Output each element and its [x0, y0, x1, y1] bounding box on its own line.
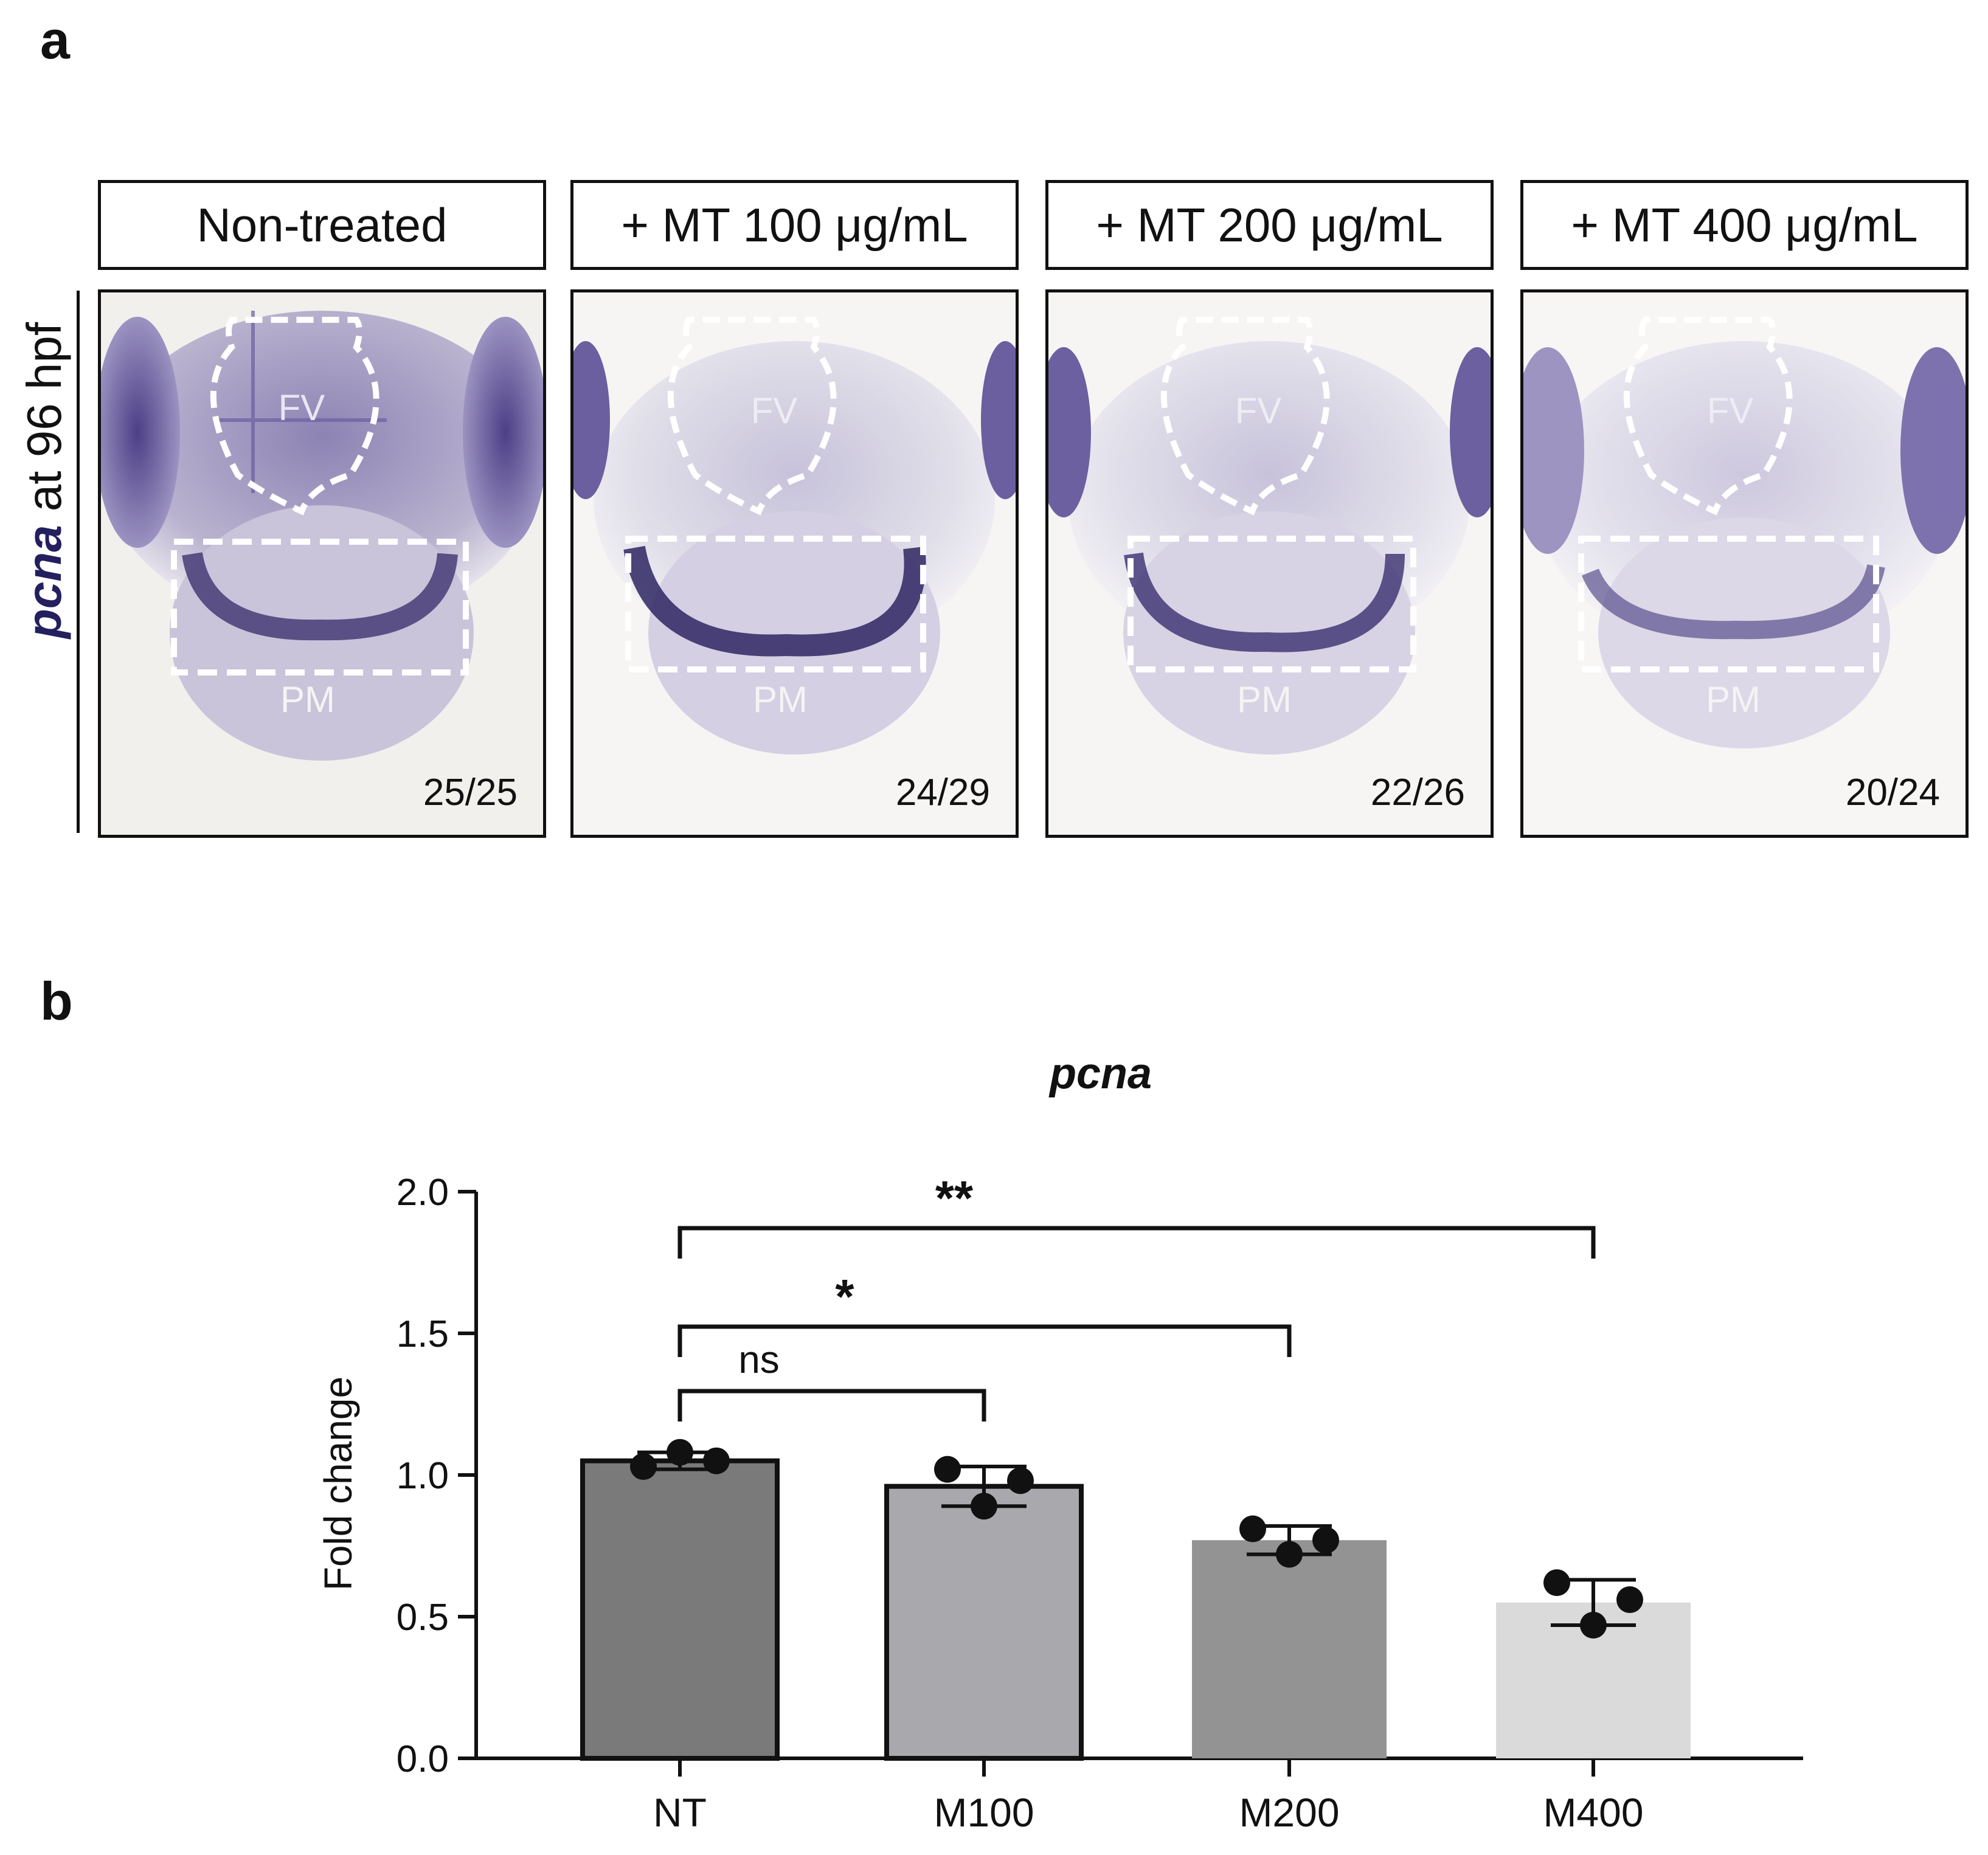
panel-b-letter: b — [40, 971, 73, 1031]
micrograph-mt-200: FV PM 22/26 — [1045, 289, 1494, 838]
column-header-text: + MT 200 μg/mL — [1096, 198, 1443, 252]
data-point — [1276, 1541, 1303, 1568]
chart-marks — [630, 1439, 1643, 1639]
region-label-fv: FV — [1235, 390, 1282, 431]
data-point — [971, 1493, 997, 1520]
region-label-pm: PM — [280, 679, 335, 720]
micrograph-non-treated: FV PM 25/25 — [98, 289, 546, 838]
row-label: pcna at 96 hpf — [11, 207, 78, 754]
bar-nt — [580, 1458, 780, 1761]
column-header-text: + MT 400 μg/mL — [1571, 198, 1918, 252]
region-label-fv: FV — [279, 387, 325, 428]
embryo-count: 25/25 — [423, 772, 518, 814]
data-point — [1543, 1569, 1570, 1597]
region-label-pm: PM — [1706, 679, 1761, 720]
significance-label: * — [835, 1269, 854, 1324]
column-header-text: Non-treated — [196, 198, 448, 252]
significance-bracket — [677, 1226, 1596, 1259]
embryo-count: 24/29 — [895, 772, 990, 814]
column-header-non-treated: Non-treated — [98, 180, 546, 270]
bar-m200 — [1192, 1540, 1387, 1758]
significance-label: ** — [935, 1171, 974, 1225]
row-label-gene: pcna — [17, 525, 71, 639]
significance-bracket — [677, 1389, 986, 1421]
micrograph-mt-100: FV PM 24/29 — [570, 289, 1019, 838]
chart-bars — [580, 1458, 1691, 1761]
y-axis-label: Fold change — [316, 1377, 360, 1591]
data-point — [1580, 1611, 1607, 1639]
column-header-mt-200: + MT 200 μg/mL — [1045, 180, 1494, 270]
data-point — [1239, 1515, 1266, 1542]
x-tick-label: NT — [653, 1790, 707, 1835]
pcna-bar-chart: pcna Fold change 0.0 0.5 1.0 1.5 2.0 NT M100 M2… — [316, 1049, 1803, 1835]
panel-a-letter: a — [40, 10, 70, 70]
row-label-divider — [77, 291, 80, 833]
row-label-suffix: at 96 hpf — [17, 322, 71, 525]
data-point — [1007, 1467, 1034, 1494]
bar-m100 — [884, 1484, 1084, 1761]
y-tick-label: 0.5 — [397, 1597, 449, 1639]
data-point — [934, 1456, 961, 1483]
region-label-pm: PM — [753, 679, 808, 720]
data-point — [703, 1447, 730, 1474]
column-header-mt-400: + MT 400 μg/mL — [1520, 180, 1969, 270]
x-tick-label: M200 — [1239, 1790, 1339, 1835]
data-point — [1312, 1527, 1339, 1554]
data-point — [667, 1439, 693, 1466]
significance-bracket — [677, 1324, 1292, 1357]
embryo-count: 22/26 — [1370, 772, 1465, 814]
y-tick-label: 1.0 — [397, 1455, 449, 1497]
region-label-fv: FV — [751, 390, 798, 431]
region-label-fv: FV — [1707, 390, 1754, 431]
data-point — [630, 1453, 657, 1480]
y-tick-label: 2.0 — [397, 1172, 449, 1214]
y-tick-label: 0.0 — [397, 1738, 449, 1780]
significance-label: ns — [738, 1338, 780, 1381]
y-tick-label: 1.5 — [397, 1313, 449, 1355]
x-tick-label: M100 — [933, 1790, 1034, 1835]
embryo-count: 20/24 — [1845, 772, 1940, 814]
x-tick-label: M400 — [1543, 1790, 1643, 1835]
column-header-mt-100: + MT 100 μg/mL — [570, 180, 1019, 270]
chart-title: pcna — [1048, 1049, 1152, 1098]
micrograph-mt-400: FV PM 20/24 — [1520, 289, 1969, 838]
column-header-text: + MT 100 μg/mL — [621, 198, 968, 252]
significance-brackets: ns*** — [677, 1171, 1596, 1421]
data-point — [1616, 1586, 1643, 1614]
region-label-pm: PM — [1237, 679, 1292, 720]
